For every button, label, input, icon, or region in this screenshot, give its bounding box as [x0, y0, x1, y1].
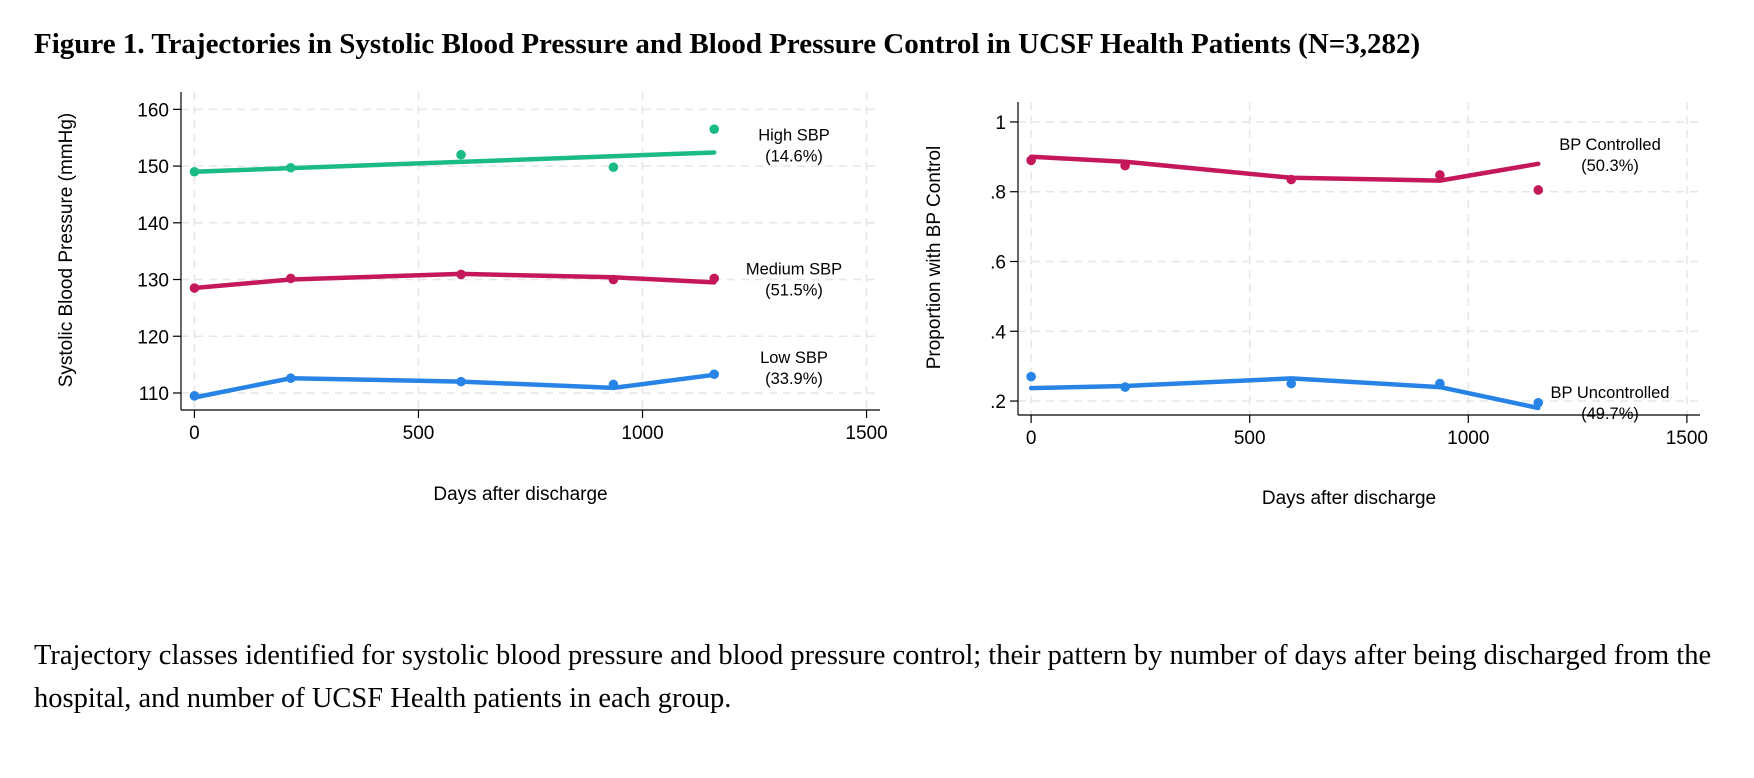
series-label: High SBP: [758, 126, 830, 144]
series-point: [1286, 378, 1297, 389]
series-fit-line: [1028, 154, 1541, 183]
series-point: [1120, 382, 1130, 392]
y-tick-label: 120: [137, 327, 169, 348]
series-label: BP Controlled: [1559, 136, 1661, 154]
series-point: [1435, 170, 1445, 180]
x-axis-label: Days after discharge: [1262, 488, 1436, 509]
x-axis-label: Days after discharge: [433, 484, 607, 505]
x-tick-label: 1000: [1447, 428, 1489, 449]
x-tick-label: 0: [189, 423, 200, 444]
series-point: [456, 269, 466, 280]
series-label-percent: (51.5%): [765, 281, 823, 299]
x-tick-label: 1500: [1666, 428, 1708, 449]
figure-caption: Trajectory classes identified for systol…: [34, 640, 1712, 714]
series-point: [285, 373, 296, 384]
series-point: [285, 162, 296, 173]
series-fit-line: [192, 372, 717, 400]
series-fit-line: [192, 150, 717, 174]
series-label-percent: (49.7%): [1581, 405, 1639, 423]
series-point: [709, 273, 720, 284]
series-point: [709, 369, 720, 380]
y-tick-label: .2: [990, 392, 1006, 413]
series-label-percent: (33.9%): [765, 370, 823, 388]
series-label: Low SBP: [760, 349, 828, 367]
y-axis-label: Systolic Blood Pressure (mmHg): [56, 113, 77, 388]
series-point: [189, 391, 200, 401]
y-tick-label: .4: [990, 322, 1006, 343]
series-fit-line: [1028, 376, 1541, 411]
series-point: [456, 149, 466, 160]
series-point: [608, 274, 619, 285]
y-tick-label: .8: [990, 183, 1006, 204]
series-fit-line: [192, 271, 717, 291]
series-point: [285, 273, 296, 284]
series-point: [1435, 378, 1445, 389]
chart-panel-1: 110 120 130 140 150 160 0 500 1000 1500 Days after…: [56, 92, 888, 505]
series-point: [1533, 397, 1544, 408]
y-tick-label: 140: [137, 214, 169, 235]
y-axis-label: Proportion with BP Control: [924, 146, 945, 370]
chart-panel-2: .2 .4 .6 .8 1 0 500 1000 1500 Days after discharg…: [924, 102, 1708, 509]
series-label: Medium SBP: [746, 260, 842, 278]
series-point: [456, 376, 466, 387]
y-tick-label: 160: [137, 100, 169, 121]
series-point: [1120, 160, 1130, 171]
series-point: [1286, 174, 1297, 185]
series-point: [1026, 371, 1036, 382]
series-point: [608, 162, 619, 173]
series-point: [1533, 185, 1544, 195]
y-tick-label: 110: [139, 384, 169, 405]
series-label-percent: (14.6%): [765, 147, 823, 165]
series-label: BP Uncontrolled: [1551, 384, 1670, 402]
y-tick-label: 130: [137, 271, 169, 292]
x-tick-label: 1500: [845, 423, 887, 444]
y-tick-label: .6: [990, 253, 1006, 274]
x-tick-label: 500: [1234, 428, 1266, 449]
y-tick-label: 1: [995, 113, 1006, 134]
y-tick-label: 150: [137, 157, 169, 178]
figure-title: Figure 1. Trajectories in Systolic Blood…: [34, 28, 1421, 60]
series-point: [608, 379, 619, 390]
series-point: [189, 166, 200, 177]
series-point: [709, 124, 720, 134]
x-tick-label: 0: [1026, 428, 1037, 449]
series-point: [1026, 155, 1036, 166]
series-label-percent: (50.3%): [1581, 157, 1639, 175]
series-point: [189, 283, 200, 293]
x-tick-label: 500: [403, 423, 435, 444]
x-tick-label: 1000: [621, 423, 663, 444]
